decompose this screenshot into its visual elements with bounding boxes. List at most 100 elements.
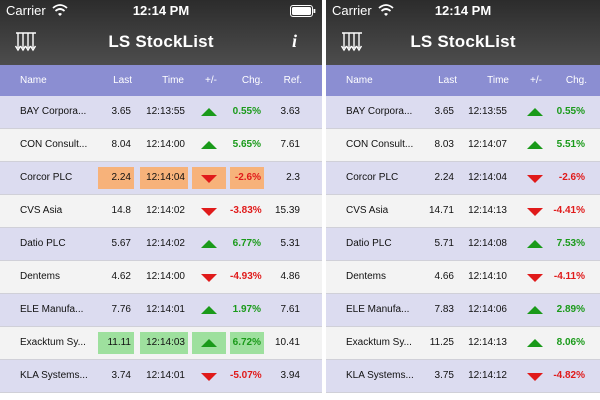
stock-change-percent: 0.55% <box>556 106 585 117</box>
change-direction-cell <box>192 266 226 288</box>
stock-last-price: 14.8 <box>111 205 131 216</box>
stock-last-price: 8.04 <box>111 139 131 150</box>
stock-change-percent: 8.06% <box>556 337 585 348</box>
column-header-row: Name Last Time +/- Chg. <box>326 65 600 96</box>
stock-ref-price: 3.63 <box>280 106 300 117</box>
stock-ref-price: 15.39 <box>274 205 300 216</box>
stock-change-percent: 6.72% <box>230 332 264 354</box>
stock-change-percent: 0.55% <box>232 106 261 117</box>
change-direction-cell <box>192 233 226 255</box>
stock-row[interactable]: ELE Manufa... 7.76 12:14:01 1.97% 7.61 <box>0 294 322 327</box>
stock-row[interactable]: KLA Systems... 3.75 12:14:12 -4.82% <box>326 360 600 393</box>
stock-last-price: 8.03 <box>434 139 454 150</box>
stock-row[interactable]: Datio PLC 5.71 12:14:08 7.53% <box>326 228 600 261</box>
stock-name: ELE Manufa... <box>346 304 410 315</box>
column-name: Name <box>20 75 47 86</box>
stock-name: CON Consult... <box>346 139 414 150</box>
stock-row[interactable]: KLA Systems... 3.74 12:14:01 -5.07% 3.94 <box>0 360 322 393</box>
change-direction-cell <box>519 167 551 189</box>
stock-ref-price: 2.3 <box>286 172 300 183</box>
change-direction-cell <box>192 332 226 354</box>
stock-change-percent: -4.11% <box>553 271 585 282</box>
stock-ref-price: 4.86 <box>280 271 300 282</box>
change-direction-cell <box>192 365 226 387</box>
up-arrow-icon <box>201 141 217 149</box>
app-title: LS StockList <box>410 32 516 51</box>
stock-row[interactable]: Dentems 4.66 12:14:10 -4.11% <box>326 261 600 294</box>
stock-row[interactable]: Corcor PLC 2.24 12:14:04 -2.6% <box>326 162 600 195</box>
up-arrow-icon <box>527 339 543 347</box>
stock-last-price: 2.24 <box>98 167 134 189</box>
stock-row[interactable]: CON Consult... 8.04 12:14:00 5.65% 7.61 <box>0 129 322 162</box>
stock-change-percent: -4.93% <box>230 271 262 282</box>
list-menu-icon[interactable] <box>340 32 364 54</box>
stock-time: 12:14:02 <box>146 205 185 216</box>
stock-change-percent: -2.6% <box>558 172 585 183</box>
stock-row[interactable]: Exacktum Sy... 11.25 12:14:13 8.06% <box>326 327 600 360</box>
status-bar: Carrier 12:14 PM <box>326 0 600 22</box>
stock-last-price: 7.83 <box>434 304 454 315</box>
stock-name: Corcor PLC <box>20 172 73 183</box>
change-direction-cell <box>192 167 226 189</box>
stock-name: BAY Corpora... <box>20 106 87 117</box>
stock-last-price: 11.11 <box>98 332 134 354</box>
battery-icon <box>290 5 316 17</box>
stock-row[interactable]: BAY Corpora... 3.65 12:13:55 0.55% <box>326 96 600 129</box>
stock-row[interactable]: Datio PLC 5.67 12:14:02 6.77% 5.31 <box>0 228 322 261</box>
stock-time: 12:13:55 <box>468 106 507 117</box>
stock-change-percent: 5.51% <box>556 139 585 150</box>
stock-change-percent: 1.97% <box>232 304 261 315</box>
stock-name: BAY Corpora... <box>346 106 413 117</box>
status-time: 12:14 PM <box>132 3 190 18</box>
stock-row[interactable]: CVS Asia 14.71 12:14:13 -4.41% <box>326 195 600 228</box>
stock-change-percent: -3.83% <box>230 205 262 216</box>
column-last: Last <box>438 75 457 86</box>
down-arrow-icon <box>527 175 543 183</box>
stock-last-price: 4.66 <box>434 271 454 282</box>
down-arrow-icon <box>527 274 543 282</box>
stock-last-price: 3.65 <box>111 106 131 117</box>
app-title: LS StockList <box>108 32 214 51</box>
stock-row[interactable]: Exacktum Sy... 11.11 12:14:03 6.72% 10.41 <box>0 327 322 360</box>
stock-ref-price: 10.41 <box>274 337 300 348</box>
stock-time: 12:14:02 <box>146 238 185 249</box>
stock-time: 12:14:00 <box>146 139 185 150</box>
stock-last-price: 3.65 <box>434 106 454 117</box>
stock-row[interactable]: CON Consult... 8.03 12:14:07 5.51% <box>326 129 600 162</box>
stock-time: 12:14:07 <box>468 139 507 150</box>
stock-time: 12:14:04 <box>468 172 507 183</box>
info-icon[interactable]: i <box>291 31 297 51</box>
column-chg: Chg. <box>565 75 587 86</box>
stock-time: 12:14:04 <box>140 167 188 189</box>
stock-ref-price: 3.94 <box>280 370 300 381</box>
stock-time: 12:14:00 <box>146 271 185 282</box>
stock-time: 12:14:06 <box>468 304 507 315</box>
up-arrow-icon <box>527 141 543 149</box>
column-chg: Chg. <box>241 75 263 86</box>
stock-name: CON Consult... <box>20 139 88 150</box>
stock-name: ELE Manufa... <box>20 304 84 315</box>
up-arrow-icon <box>201 306 217 314</box>
list-menu-icon[interactable] <box>14 32 38 54</box>
stock-row[interactable]: Corcor PLC 2.24 12:14:04 -2.6% 2.3 <box>0 162 322 195</box>
change-direction-cell <box>519 266 551 288</box>
stock-name: CVS Asia <box>20 205 63 216</box>
stock-row[interactable]: BAY Corpora... 3.65 12:13:55 0.55% 3.63 <box>0 96 322 129</box>
stock-ref-price: 7.61 <box>280 139 300 150</box>
down-arrow-icon <box>201 208 217 216</box>
status-time: 12:14 PM <box>434 3 492 18</box>
stock-time: 12:14:03 <box>140 332 188 354</box>
change-direction-cell <box>519 134 551 156</box>
up-arrow-icon <box>201 339 217 347</box>
change-direction-cell <box>192 134 226 156</box>
stock-row[interactable]: CVS Asia 14.8 12:14:02 -3.83% 15.39 <box>0 195 322 228</box>
stock-time: 12:14:01 <box>146 304 185 315</box>
down-arrow-icon <box>201 373 217 381</box>
stock-ref-price: 7.61 <box>280 304 300 315</box>
stock-row[interactable]: ELE Manufa... 7.83 12:14:06 2.89% <box>326 294 600 327</box>
stock-change-percent: -5.07% <box>230 370 262 381</box>
up-arrow-icon <box>527 240 543 248</box>
stock-name: Corcor PLC <box>346 172 399 183</box>
stock-row[interactable]: Dentems 4.62 12:14:00 -4.93% 4.86 <box>0 261 322 294</box>
column-change-direction: +/- <box>205 75 217 86</box>
